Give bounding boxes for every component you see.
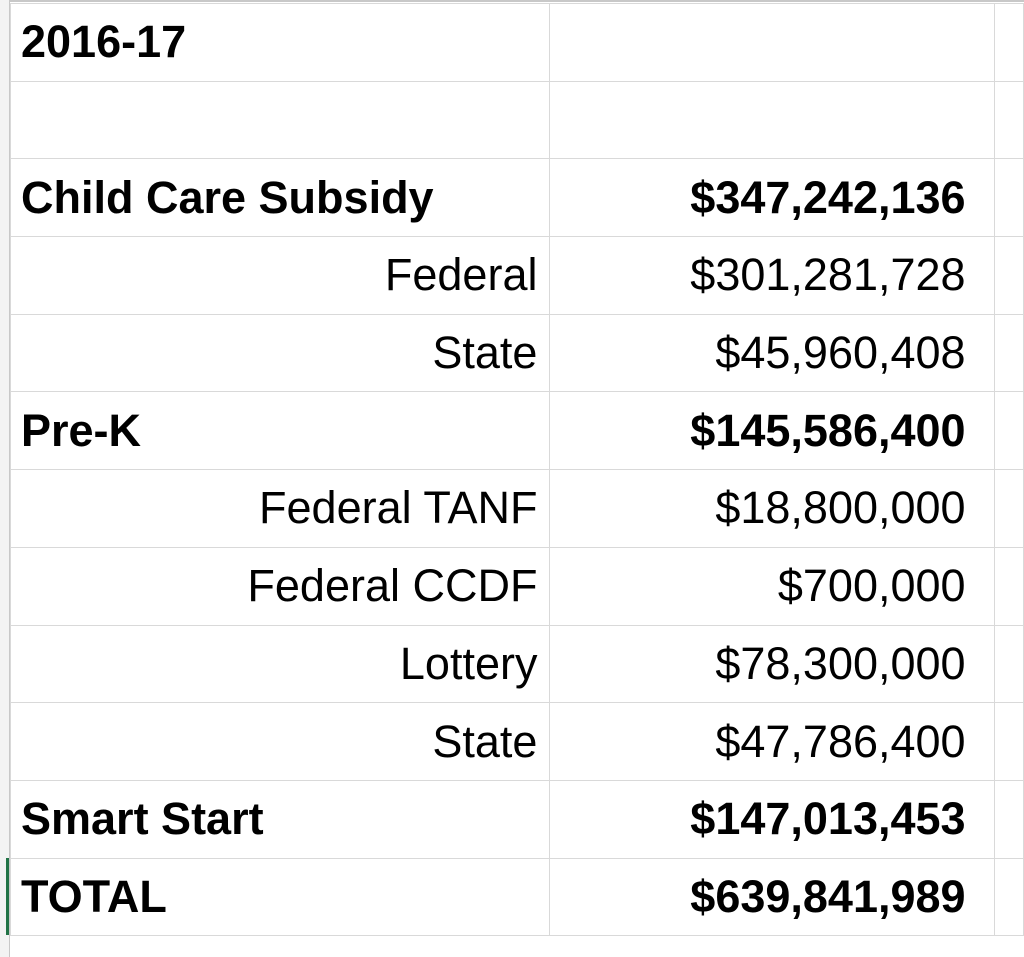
- sheet-grid: 2016-17 Child Care Subsidy $347,242,136 F…: [9, 3, 1024, 937]
- cell[interactable]: $47,786,400: [549, 702, 995, 781]
- cell[interactable]: $45,960,408: [549, 313, 995, 393]
- cell[interactable]: [993, 80, 1024, 160]
- cell[interactable]: $301,281,728: [549, 236, 995, 315]
- cell[interactable]: $639,841,989: [549, 857, 995, 937]
- cell[interactable]: [993, 158, 1024, 238]
- row: Lottery $78,300,000: [9, 624, 1024, 704]
- cell[interactable]: $78,300,000: [549, 624, 995, 704]
- row: State $45,960,408: [9, 313, 1024, 393]
- cell[interactable]: $145,586,400: [549, 391, 995, 471]
- selection-marker: [6, 858, 9, 935]
- row: [9, 80, 1024, 160]
- cell[interactable]: $147,013,453: [549, 779, 995, 859]
- cell[interactable]: [993, 857, 1024, 937]
- top-border: [0, 0, 1024, 2]
- cell[interactable]: Pre-K: [9, 391, 551, 471]
- cell[interactable]: State: [9, 702, 551, 781]
- row: 2016-17: [9, 3, 1024, 82]
- cell[interactable]: [993, 313, 1024, 393]
- row: Federal $301,281,728: [9, 236, 1024, 315]
- cell[interactable]: [993, 236, 1024, 315]
- row: Federal CCDF $700,000: [9, 546, 1024, 626]
- cell[interactable]: 2016-17: [9, 3, 551, 82]
- cell[interactable]: [549, 80, 995, 160]
- cell[interactable]: Smart Start: [9, 779, 551, 859]
- cell[interactable]: [993, 624, 1024, 704]
- cell[interactable]: Child Care Subsidy: [9, 158, 551, 238]
- row: State $47,786,400: [9, 702, 1024, 781]
- cell[interactable]: Federal: [9, 236, 551, 315]
- cell[interactable]: $18,800,000: [549, 469, 995, 548]
- cell[interactable]: $700,000: [549, 546, 995, 626]
- cell[interactable]: [993, 702, 1024, 781]
- cell[interactable]: [993, 546, 1024, 626]
- cell[interactable]: [549, 3, 995, 82]
- cell[interactable]: Lottery: [9, 624, 551, 704]
- row-header-strip: [0, 0, 10, 957]
- row: TOTAL $639,841,989: [9, 857, 1024, 937]
- row: Child Care Subsidy $347,242,136: [9, 158, 1024, 238]
- row: Pre-K $145,586,400: [9, 391, 1024, 471]
- row: Smart Start $147,013,453: [9, 779, 1024, 859]
- cell[interactable]: [993, 3, 1024, 82]
- cell[interactable]: $347,242,136: [549, 158, 995, 238]
- row: Federal TANF $18,800,000: [9, 469, 1024, 548]
- cell[interactable]: [993, 391, 1024, 471]
- cell[interactable]: TOTAL: [9, 857, 551, 937]
- cell[interactable]: Federal TANF: [9, 469, 551, 548]
- cell[interactable]: [993, 469, 1024, 548]
- cell[interactable]: [993, 779, 1024, 859]
- cell[interactable]: State: [9, 313, 551, 393]
- cell[interactable]: [9, 80, 551, 160]
- cell[interactable]: Federal CCDF: [9, 546, 551, 626]
